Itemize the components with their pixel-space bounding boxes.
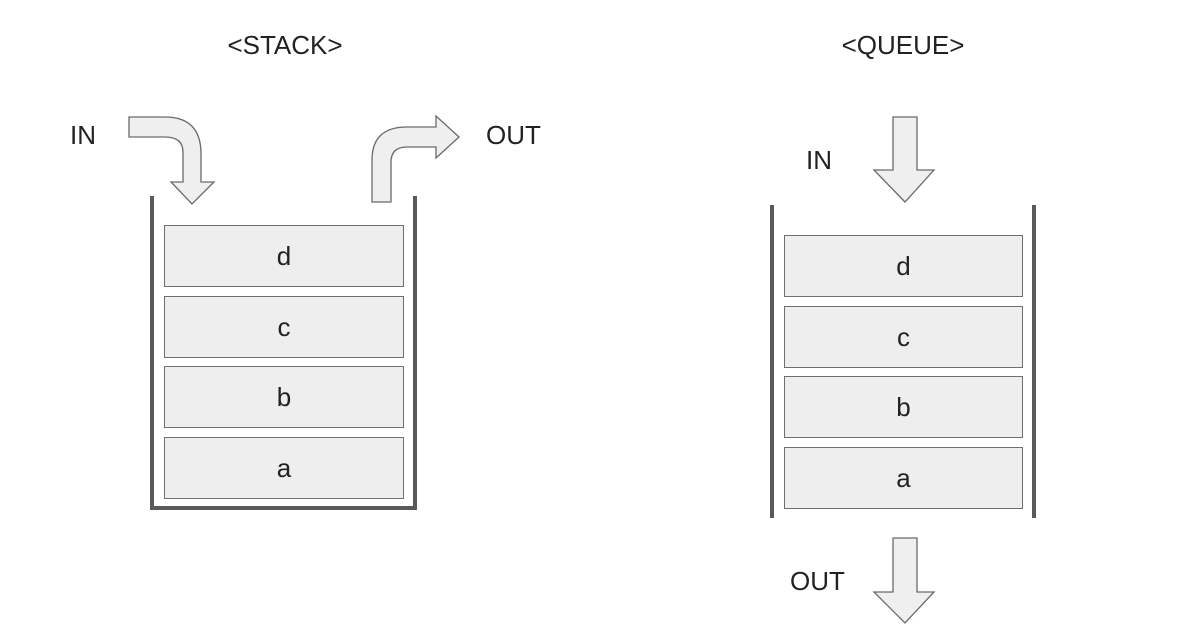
stack-wall-bottom bbox=[150, 506, 417, 510]
stack-item: a bbox=[164, 437, 404, 499]
stack-in-label: IN bbox=[70, 120, 96, 150]
queue-item: b bbox=[784, 376, 1023, 438]
stack-wall-right bbox=[413, 196, 417, 510]
queue-title: <QUEUE> bbox=[841, 30, 965, 60]
queue-in-label: IN bbox=[806, 145, 832, 175]
queue-wall-left bbox=[770, 205, 774, 518]
queue-item: d bbox=[784, 235, 1023, 297]
queue-out-label: OUT bbox=[790, 566, 845, 596]
stack-item: b bbox=[164, 366, 404, 428]
queue-wall-right bbox=[1032, 205, 1036, 518]
stack-item: c bbox=[164, 296, 404, 358]
queue-item: c bbox=[784, 306, 1023, 368]
stack-out-label: OUT bbox=[486, 120, 541, 150]
queue-item: a bbox=[784, 447, 1023, 509]
stack-title: <STACK> bbox=[227, 30, 343, 60]
stack-item: d bbox=[164, 225, 404, 287]
stack-wall-left bbox=[150, 196, 154, 510]
